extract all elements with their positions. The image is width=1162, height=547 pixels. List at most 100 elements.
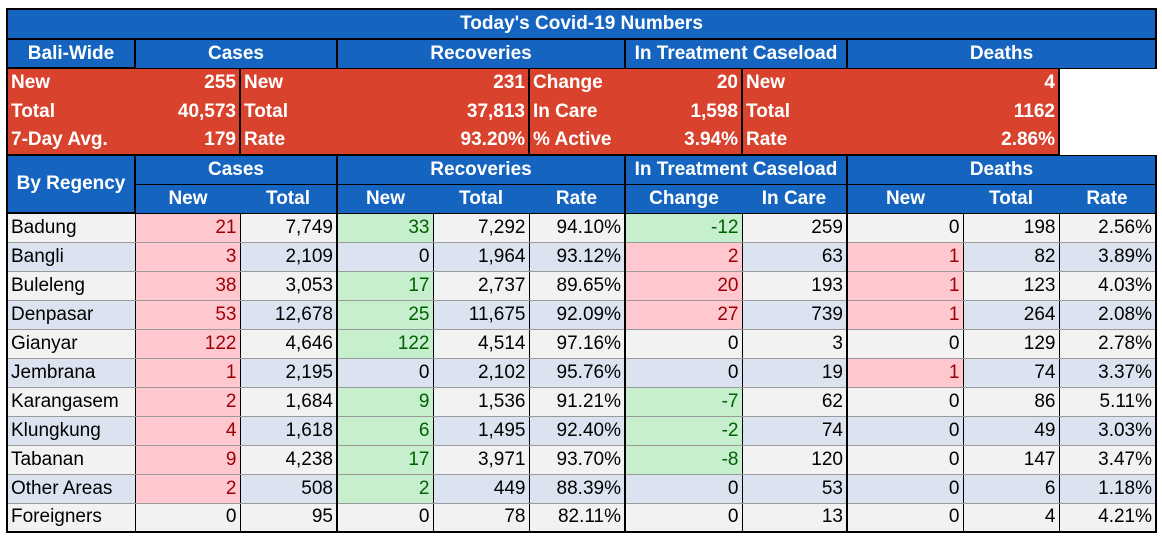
column-header: Total (433, 183, 529, 214)
cell-tc: 0 (625, 329, 743, 359)
table-row: Badung 21 7,749 33 7,292 94.10% -12 259 0 198 2.56… (6, 213, 1157, 243)
cell-dt: 129 (963, 329, 1060, 359)
cell-dn: 1 (847, 242, 964, 272)
cell-ct: 2,109 (240, 242, 338, 272)
cell-dr: 3.03% (1059, 416, 1157, 446)
cell-rt: 4,514 (433, 329, 530, 359)
recoveries-header: Recoveries (336, 38, 626, 69)
cell-dr: 3.89% (1059, 242, 1157, 272)
cell-dn: 0 (847, 213, 964, 243)
cell-cn: 4 (135, 416, 241, 446)
cell-cn: 1 (135, 358, 241, 388)
cell-rn: 2 (337, 474, 434, 504)
cell-rn: 0 (337, 503, 434, 533)
cell-dn: 0 (847, 445, 964, 475)
regency-name: Foreigners (6, 503, 136, 533)
table-row: Klungkung 4 1,618 6 1,495 92.40% -2 74 0 49 3.03% (6, 416, 1157, 446)
cell-rn: 33 (337, 213, 434, 243)
table-row: Buleleng 38 3,053 17 2,737 89.65% 20 193 1 123 4.0… (6, 271, 1157, 301)
regency-subheader-row: New Total New Total Rate Change In Care New Tota… (7, 183, 1157, 214)
cell-dr: 2.08% (1059, 300, 1157, 330)
cell-rn: 0 (337, 358, 434, 388)
cell-rt: 1,964 (433, 242, 530, 272)
cell-dt: 147 (963, 445, 1060, 475)
regency-name: Bangli (6, 242, 136, 272)
table-row: Denpasar 53 12,678 25 11,675 92.09% 27 739 1 264 2… (6, 300, 1157, 330)
bali-wide-row: New 255 New 231 Change 20 New 4 (6, 68, 1156, 97)
cell-dr: 2.56% (1059, 213, 1157, 243)
bali-wide-label-cell: % Active (529, 126, 625, 156)
cell-dt: 49 (963, 416, 1060, 446)
column-header: New (336, 183, 433, 214)
cell-rt: 78 (433, 503, 530, 533)
regency-name: Tabanan (6, 445, 136, 475)
covid-numbers-table: Today's Covid-19 Numbers Bali-Wide Cases… (6, 8, 1157, 533)
regency-name: Klungkung (6, 416, 136, 446)
cell-ti: 62 (742, 387, 848, 417)
bali-wide-row: 7-Day Avg. 179 Rate 93.20%% Active 3.94% Rate… (6, 126, 1156, 156)
cell-dr: 4.21% (1059, 503, 1157, 533)
cell-cn: 0 (135, 503, 241, 533)
cell-ti: 3 (742, 329, 848, 359)
cell-ct: 508 (240, 474, 338, 504)
cell-rt: 1,536 (433, 387, 530, 417)
treatment-header-regency: In Treatment Caseload (624, 154, 848, 185)
cell-rn: 122 (337, 329, 434, 359)
regency-name: Other Areas (6, 474, 136, 504)
cell-ct: 1,684 (240, 387, 338, 417)
bali-wide-label-cell: Change (529, 68, 625, 97)
cell-rr: 89.65% (529, 271, 626, 301)
cell-ct: 95 (240, 503, 338, 533)
cell-dn: 0 (847, 329, 964, 359)
cell-tc: 27 (625, 300, 743, 330)
cell-dn: 0 (847, 474, 964, 504)
bali-wide-label-cell: Total (240, 97, 433, 126)
table-row: Tabanan 9 4,238 17 3,971 93.70% -8 120 0 147 3.47% (6, 445, 1157, 475)
bali-wide-value-cell: 93.20% (433, 126, 530, 156)
table-row: Karangasem 2 1,684 9 1,536 91.21% -7 62 0 86 5.11% (6, 387, 1157, 417)
cell-ct: 1,618 (240, 416, 338, 446)
bali-wide-label-cell: In Care (529, 97, 625, 126)
cell-dt: 74 (963, 358, 1060, 388)
cell-rr: 82.11% (529, 503, 626, 533)
cell-cn: 3 (135, 242, 241, 272)
bali-wide-label-cell: Rate (240, 126, 433, 156)
cell-tc: 20 (625, 271, 743, 301)
cell-tc: -2 (625, 416, 743, 446)
cell-ct: 3,053 (240, 271, 338, 301)
bali-wide-value-cell: 3.94% (625, 126, 743, 156)
recoveries-header-regency: Recoveries (336, 154, 626, 185)
cell-rt: 7,292 (433, 213, 530, 243)
deaths-header: Deaths (846, 38, 1157, 69)
cell-dr: 4.03% (1059, 271, 1157, 301)
cell-dr: 1.18% (1059, 474, 1157, 504)
cell-rn: 17 (337, 271, 434, 301)
table-row: Bangli 3 2,109 0 1,964 93.12% 2 63 1 82 3.89% (6, 242, 1157, 272)
regency-name: Karangasem (6, 387, 136, 417)
bali-wide-value-cell: 1,598 (625, 97, 743, 126)
cell-dr: 3.37% (1059, 358, 1157, 388)
cell-rn: 17 (337, 445, 434, 475)
cell-dn: 0 (847, 387, 964, 417)
cell-ct: 2,195 (240, 358, 338, 388)
cell-cn: 21 (135, 213, 241, 243)
bali-wide-value-cell: 1162 (963, 97, 1060, 126)
cell-rt: 449 (433, 474, 530, 504)
cell-dt: 264 (963, 300, 1060, 330)
cell-ti: 19 (742, 358, 848, 388)
regency-name: Buleleng (6, 271, 136, 301)
cell-ti: 13 (742, 503, 848, 533)
deaths-header-regency: Deaths (846, 154, 1157, 185)
table-row: Other Areas 2 508 2 449 88.39% 0 53 0 6 1.18% (6, 474, 1157, 504)
table-row: Foreigners 0 95 0 78 82.11% 0 13 0 4 4.21% (6, 503, 1157, 533)
cell-ti: 739 (742, 300, 848, 330)
cell-tc: 0 (625, 503, 743, 533)
cell-dr: 3.47% (1059, 445, 1157, 475)
cell-ct: 4,646 (240, 329, 338, 359)
cell-rr: 92.40% (529, 416, 626, 446)
bali-wide-value-cell: 37,813 (433, 97, 530, 126)
cell-dn: 0 (847, 503, 964, 533)
cell-cn: 122 (135, 329, 241, 359)
cell-rr: 97.16% (529, 329, 626, 359)
column-header: New (846, 183, 963, 214)
